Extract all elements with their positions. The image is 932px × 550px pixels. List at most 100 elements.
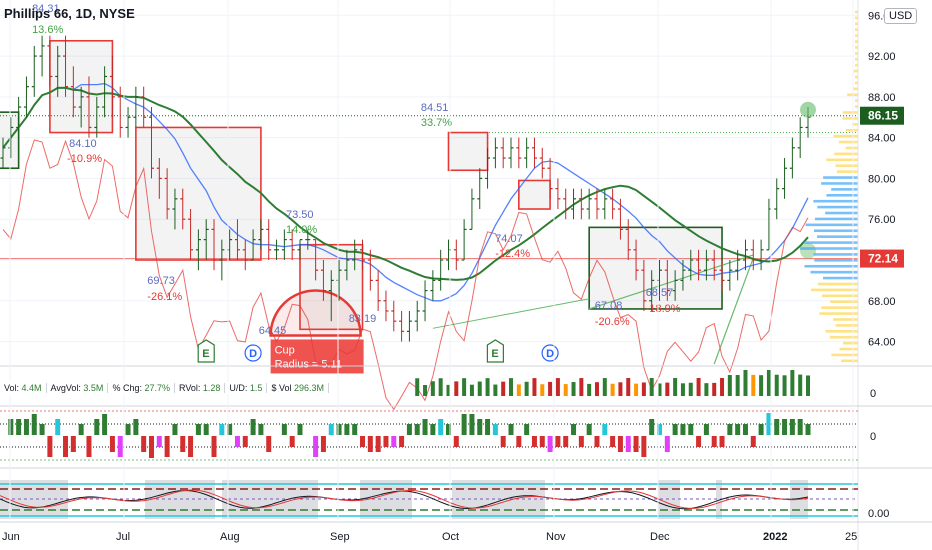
osc-bar-up bbox=[23, 419, 29, 435]
osc-bar-down bbox=[266, 436, 272, 452]
profile-bar bbox=[855, 28, 858, 31]
osc-bar-down bbox=[289, 436, 295, 447]
osc-bar-down bbox=[625, 436, 631, 452]
profile-bar bbox=[835, 164, 858, 168]
osc-bar-down bbox=[141, 436, 147, 452]
osc-bar-up bbox=[102, 414, 108, 435]
profile-bar bbox=[825, 329, 858, 333]
osc-bar-up bbox=[571, 424, 577, 435]
volume-bar bbox=[634, 383, 639, 396]
osc-bar-up bbox=[16, 419, 22, 435]
profile-bar bbox=[831, 188, 858, 191]
volume-bar bbox=[423, 385, 428, 396]
osc-bar-up bbox=[281, 424, 287, 435]
time-axis: Jun Jul Aug Sep Oct Nov Dec 2022 25 bbox=[2, 0, 857, 543]
volume-bar bbox=[735, 375, 740, 396]
price-tick-label: 88.00 bbox=[868, 92, 896, 104]
stoch-shade bbox=[716, 480, 722, 519]
volume-bar bbox=[696, 378, 701, 396]
price-tick-label: 68.00 bbox=[868, 296, 896, 308]
profile-bar bbox=[833, 134, 858, 138]
price-annotation: 69.73 bbox=[147, 275, 175, 287]
osc-bar-down bbox=[594, 436, 600, 447]
osc-bar-up bbox=[657, 424, 663, 435]
profile-bar bbox=[841, 359, 858, 363]
cup-label-box bbox=[270, 339, 364, 374]
volume-bar bbox=[493, 384, 498, 396]
osc-bar-up bbox=[469, 414, 475, 435]
profile-bar bbox=[855, 40, 858, 43]
osc-bar-up bbox=[805, 424, 811, 435]
price-annotation: -18.9% bbox=[646, 303, 681, 315]
profile-bar bbox=[855, 99, 858, 102]
time-tick-label: 25 bbox=[845, 531, 857, 543]
profile-bar bbox=[855, 22, 858, 26]
osc-bar-up bbox=[78, 424, 84, 435]
osc-bar-up bbox=[344, 424, 350, 435]
candles bbox=[0, 35, 816, 342]
symbol-title[interactable]: Phillips 66, 1D, NYSE bbox=[4, 6, 135, 21]
stochastic-panel: 0.00 bbox=[0, 480, 932, 523]
volume-bar bbox=[579, 378, 584, 396]
profile-bar bbox=[855, 10, 858, 14]
osc-bar-up bbox=[133, 419, 139, 435]
profile-bar bbox=[810, 270, 858, 274]
osc-bar-down bbox=[63, 436, 69, 457]
osc-bar-down bbox=[188, 436, 194, 457]
profile-bar bbox=[855, 81, 858, 85]
osc-bar-up bbox=[797, 419, 803, 435]
price-annotation: 67.08 bbox=[595, 300, 623, 312]
profile-bar bbox=[834, 152, 858, 156]
volume-bar bbox=[688, 382, 693, 396]
osc-bar-up bbox=[735, 424, 741, 435]
profile-bar bbox=[842, 111, 858, 114]
price-annotation: 13.6% bbox=[32, 24, 63, 36]
earnings-marker bbox=[486, 339, 504, 363]
volume-bar bbox=[665, 382, 670, 396]
profile-bar bbox=[830, 300, 858, 304]
profile-bar bbox=[817, 282, 858, 286]
volume-bar bbox=[446, 384, 451, 396]
volume-bar bbox=[587, 383, 592, 396]
osc-bar-down bbox=[555, 436, 561, 447]
profile-bar bbox=[855, 52, 858, 55]
osc-bar-up bbox=[492, 424, 498, 435]
time-tick-label: 2022 bbox=[763, 531, 787, 543]
trend-line bbox=[713, 257, 754, 365]
osc-bar-up bbox=[758, 424, 764, 435]
osc-bar-down bbox=[47, 436, 53, 457]
profile-bar bbox=[855, 105, 858, 108]
volume-bar bbox=[657, 383, 662, 396]
osc-bar-up bbox=[782, 419, 788, 435]
price-axis: 64.0068.0072.0076.0080.0084.0088.0092.00… bbox=[857, 0, 932, 550]
volume-bar bbox=[680, 383, 685, 396]
profile-bar bbox=[836, 170, 858, 173]
osc-bar-down bbox=[516, 436, 522, 447]
volume-panel: 0 bbox=[0, 365, 932, 407]
osc-bar-down bbox=[453, 436, 459, 447]
price-annotations: 84.31 13.6% 84.10 -10.9% 69.73 -26.1% 73.50 14.… bbox=[32, 3, 681, 337]
osc-bar-up bbox=[406, 424, 412, 435]
currency-button[interactable]: USD bbox=[884, 8, 918, 24]
osc-bar-up bbox=[789, 419, 795, 435]
profile-bar bbox=[805, 223, 858, 227]
osc-bar-up bbox=[172, 424, 178, 435]
volume-bar bbox=[759, 375, 764, 396]
osc-bar-up bbox=[438, 419, 444, 435]
osc-bar-up bbox=[524, 424, 530, 435]
osc-bar-down bbox=[360, 436, 366, 447]
stats-bar: Vol: 4.4M AvgVol: 3.5M % Chg: 27.7% RVol… bbox=[0, 381, 330, 395]
volume-bar bbox=[438, 378, 443, 396]
osc-bar-up bbox=[8, 419, 14, 435]
dividend-label: D bbox=[249, 348, 257, 360]
volume-bar bbox=[540, 384, 545, 396]
osc-bar-down bbox=[563, 436, 569, 447]
profile-bar bbox=[855, 75, 858, 79]
earnings-label: E bbox=[202, 348, 209, 360]
volume-bar bbox=[610, 383, 615, 396]
osc-bar-down bbox=[664, 436, 670, 452]
stoch-d-line bbox=[0, 489, 809, 509]
osc-bar-up bbox=[461, 414, 467, 435]
osc-bar-up bbox=[774, 419, 780, 435]
